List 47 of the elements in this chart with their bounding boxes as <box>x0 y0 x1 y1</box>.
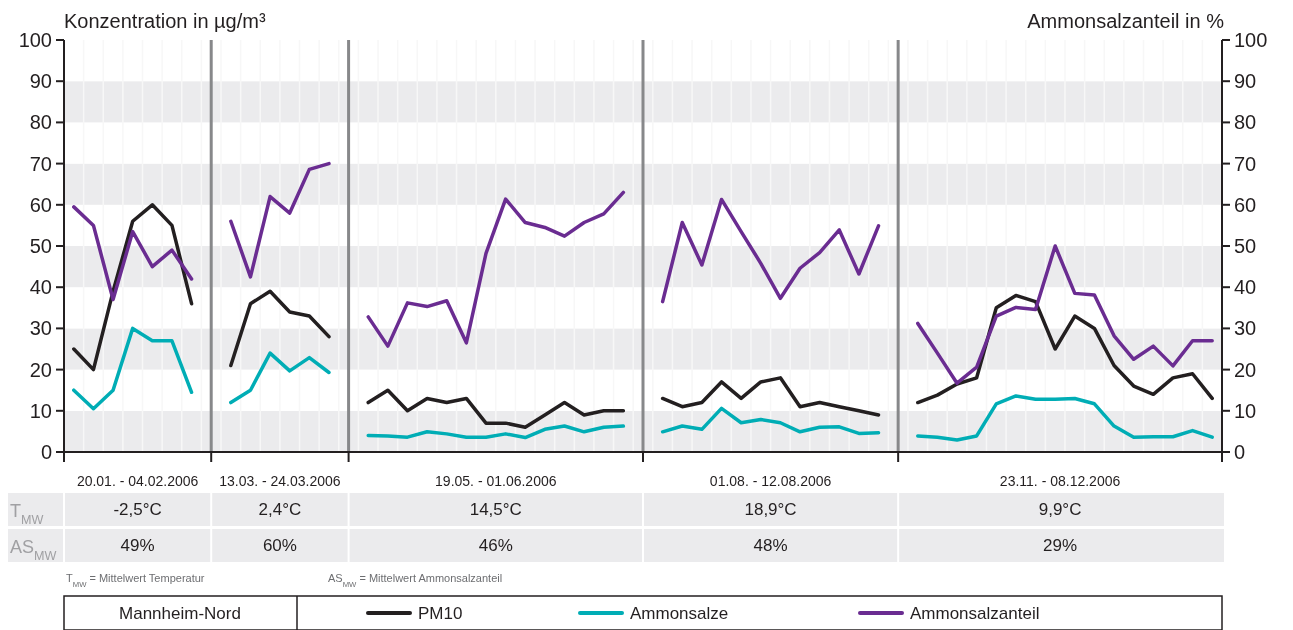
y2-tick-label: 90 <box>1234 70 1257 93</box>
y2-tick-label: 40 <box>1234 276 1257 299</box>
y-tick-label: 60 <box>29 193 52 216</box>
y-tick-label: 20 <box>29 358 52 381</box>
text: 23.11. - 08.12.2006 <box>999 473 1121 489</box>
text: AS$_{MW}$ = Mittelwert Ammonsalzanteil <box>328 572 503 589</box>
y2-tick-label: 0 <box>1234 441 1246 463</box>
y2-tick-label: 10 <box>1234 399 1257 422</box>
text: AS$_{MW}$ <box>10 537 57 563</box>
text: 13.03. - 24.03.2006 <box>219 473 341 489</box>
text: T$_{MW}$ <box>10 501 44 527</box>
y-tick-label: 80 <box>29 111 52 134</box>
y2-tick-label: 30 <box>1234 317 1257 340</box>
text: 19.05. - 01.06.2006 <box>435 473 557 489</box>
legend-label: Ammonsalze <box>630 604 729 623</box>
y2-tick-label: 100 <box>1234 29 1268 51</box>
text: 46% <box>478 536 513 555</box>
text: 01.08. - 12.08.2006 <box>709 473 832 489</box>
text: Mannheim-Nord <box>119 604 241 623</box>
text: 48% <box>753 536 788 555</box>
y-tick-label: 30 <box>29 317 52 340</box>
y-tick-label: 40 <box>29 276 52 299</box>
text: 20.01. - 04.02.2006 <box>76 473 199 489</box>
text: 49% <box>120 536 155 555</box>
y2-axis-title: Ammonsalzanteil in % <box>1027 10 1225 32</box>
y2-tick-label: 60 <box>1234 193 1257 216</box>
y-tick-label: 10 <box>29 399 52 422</box>
legend-label: PM10 <box>418 604 463 623</box>
text: 2,4°C <box>258 500 302 519</box>
text: 14,5°C <box>469 500 522 519</box>
text: 29% <box>1043 536 1078 555</box>
y-tick-label: 0 <box>40 441 52 463</box>
text: -2,5°C <box>113 500 162 519</box>
y2-tick-label: 50 <box>1234 235 1257 257</box>
text: 18,9°C <box>744 500 797 519</box>
legend-label: Ammonsalzanteil <box>910 604 1040 623</box>
text: 60% <box>262 536 297 555</box>
text: 9,9°C <box>1038 500 1082 519</box>
text: T$_{MW}$ = Mittelwert Temperatur <box>66 572 205 589</box>
y-tick-label: 50 <box>29 235 52 257</box>
y-axis-title: Konzentration in µg/m³ <box>64 10 266 32</box>
y-tick-label: 100 <box>18 29 52 51</box>
y2-tick-label: 20 <box>1234 358 1257 381</box>
y2-tick-label: 70 <box>1234 152 1257 175</box>
y-tick-label: 70 <box>29 152 52 175</box>
y-tick-label: 90 <box>29 70 52 93</box>
y2-tick-label: 80 <box>1234 111 1257 134</box>
